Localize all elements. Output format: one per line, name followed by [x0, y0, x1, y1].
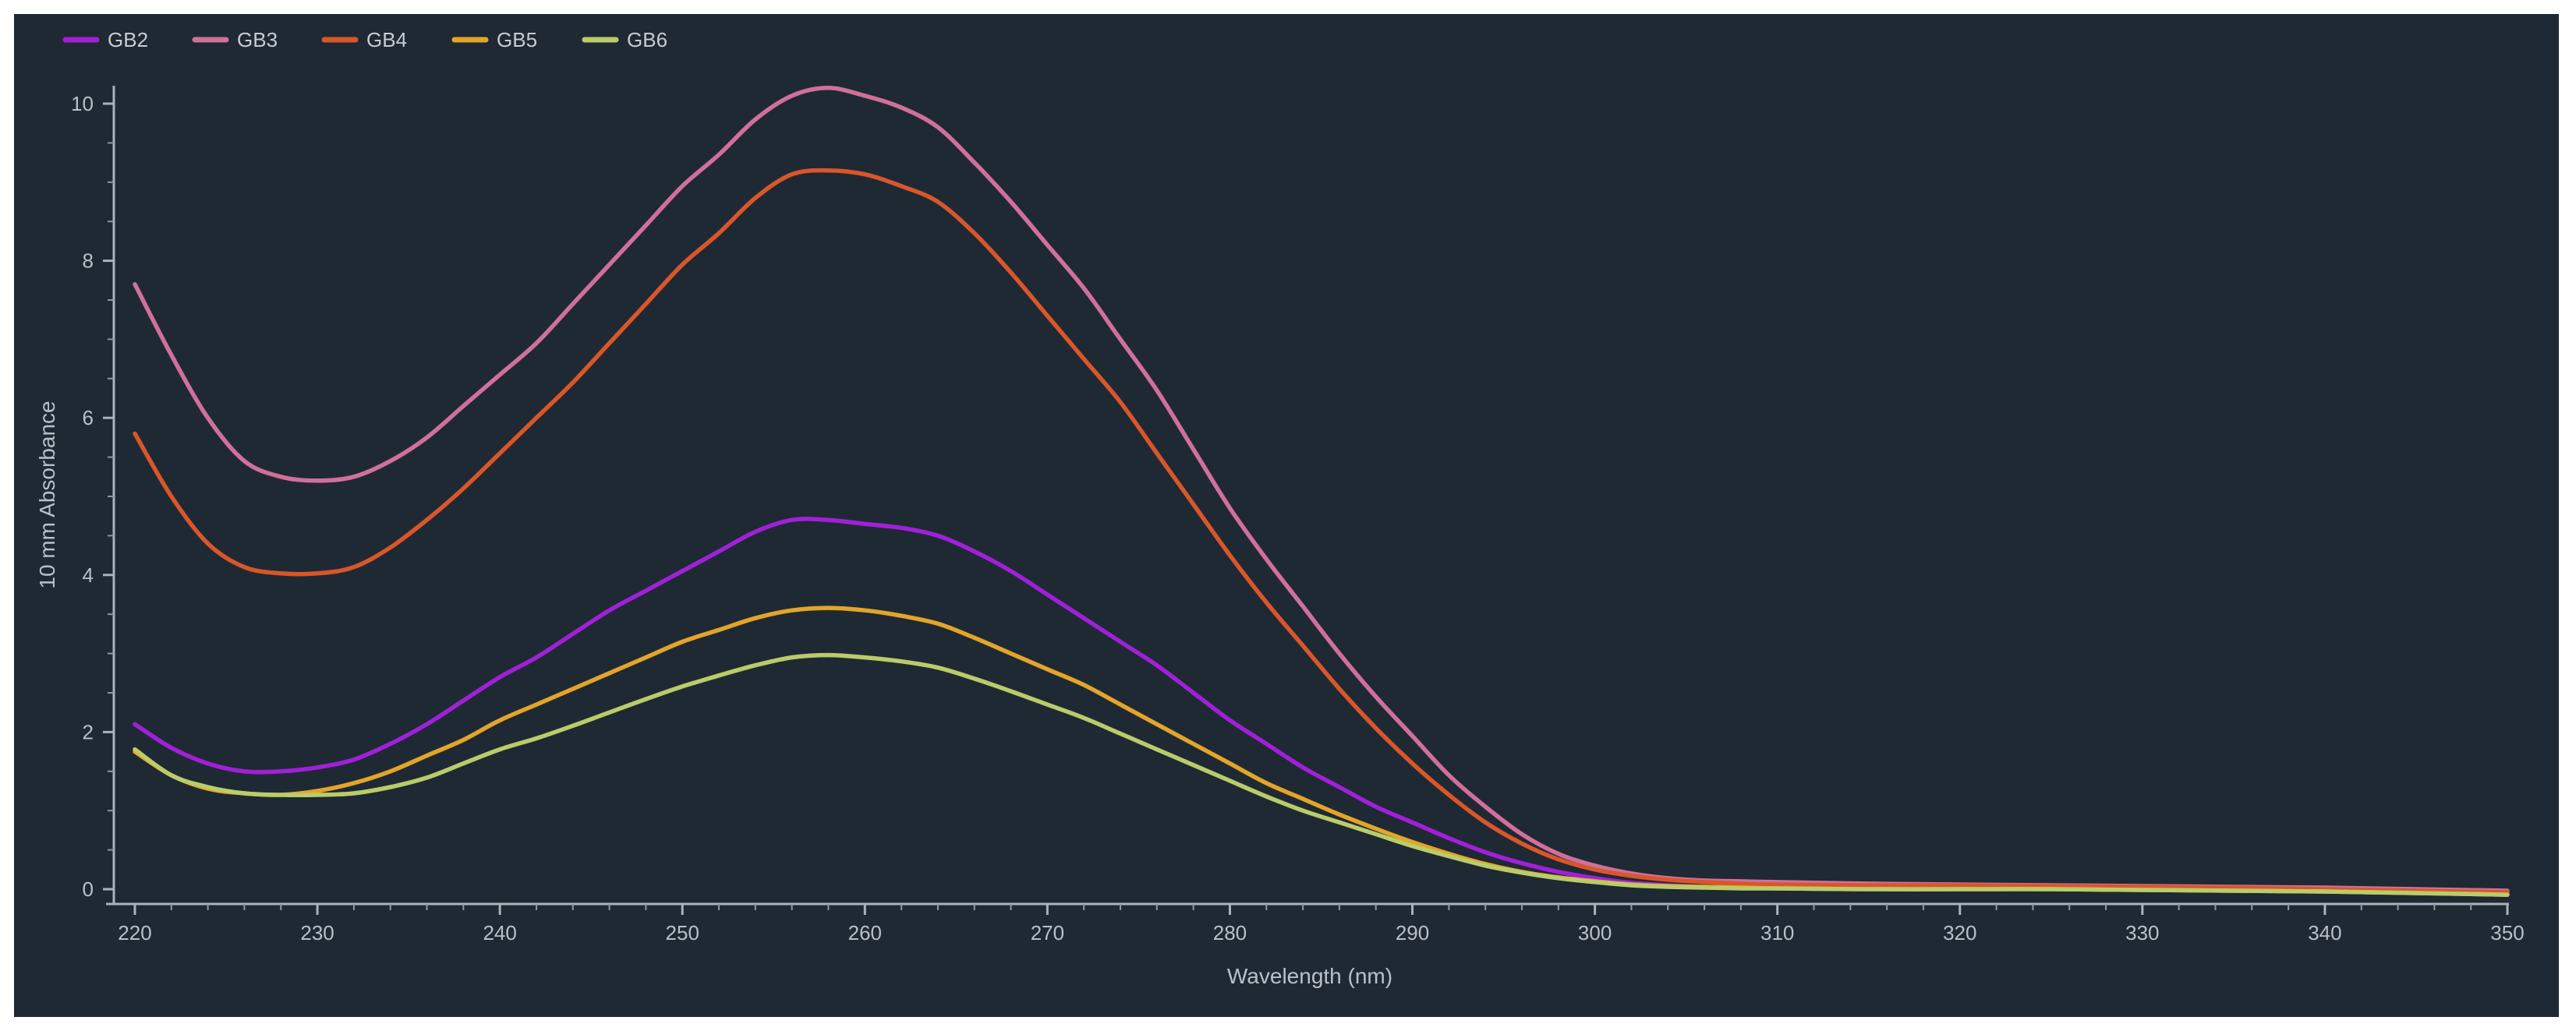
series-line-gb3 [133, 86, 2510, 893]
legend-label-gb6[interactable]: GB6 [627, 28, 667, 51]
series-line-gb4 [133, 168, 2510, 895]
y-tick-label: 0 [83, 877, 94, 901]
series-lines [133, 86, 2510, 897]
y-tick-label: 4 [83, 563, 94, 587]
x-tick-label: 320 [1943, 921, 1976, 944]
x-ticks: 220 230 240 250 260 270 280 290 300 310 320 330 340 3… [118, 904, 2525, 944]
series-line-gb2 [133, 517, 2510, 897]
x-axis-title: Wavelength (nm) [1227, 964, 1392, 988]
x-tick-label: 350 [2490, 921, 2524, 944]
y-tick-label: 2 [83, 720, 94, 743]
axes [106, 86, 2509, 906]
x-tick-label: 280 [1213, 921, 1247, 944]
legend-label-gb4[interactable]: GB4 [366, 28, 407, 51]
legend-label-gb3[interactable]: GB3 [237, 28, 278, 51]
x-tick-label: 270 [1031, 921, 1064, 944]
absorbance-chart: GB2 GB3 GB4 GB5 GB6 220 230 240 250 260 270 280 290… [35, 28, 2525, 988]
x-tick-label: 290 [1396, 921, 1429, 944]
x-tick-label: 230 [300, 921, 334, 944]
x-tick-label: 300 [1578, 921, 1612, 944]
legend-label-gb5[interactable]: GB5 [497, 28, 537, 51]
series-line-gb6 [133, 652, 2510, 897]
y-tick-label: 6 [83, 406, 94, 429]
x-tick-label: 250 [666, 921, 699, 944]
y-axis-title: 10 mm Absorbance [35, 401, 59, 588]
x-tick-label: 220 [118, 921, 151, 944]
y-ticks: 0 2 4 6 8 10 [71, 92, 114, 901]
y-tick-label: 8 [83, 249, 94, 273]
x-tick-label: 330 [2125, 921, 2159, 944]
x-tick-label: 260 [848, 921, 882, 944]
x-tick-label: 340 [2308, 921, 2341, 944]
x-tick-label: 240 [483, 921, 516, 944]
x-tick-label: 310 [1760, 921, 1794, 944]
y-tick-label: 10 [71, 92, 94, 115]
chart-panel: GB2 GB3 GB4 GB5 GB6 220 230 240 250 260 270 280 290… [14, 14, 2559, 1017]
legend-label-gb2[interactable]: GB2 [108, 28, 148, 51]
legend: GB2 GB3 GB4 GB5 GB6 [62, 28, 667, 51]
